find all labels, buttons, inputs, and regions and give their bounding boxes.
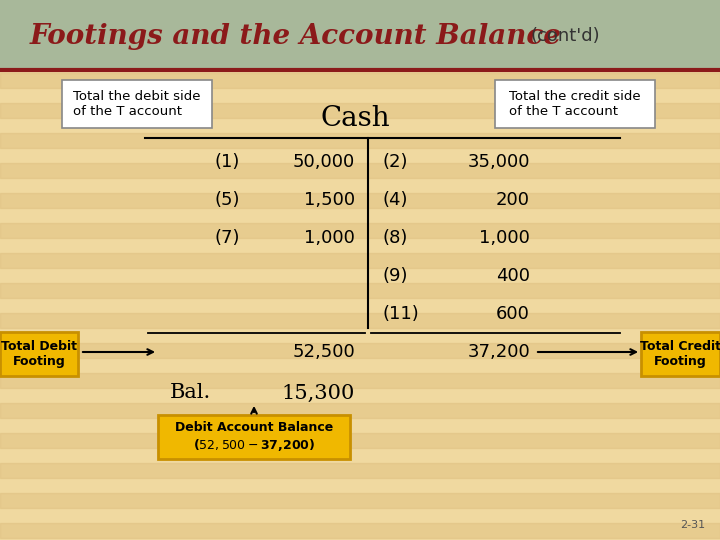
Text: 1,000: 1,000 — [304, 229, 355, 247]
Text: (11): (11) — [383, 305, 420, 323]
Text: (cont'd): (cont'd) — [530, 27, 600, 45]
Text: Debit Account Balance
($52,500 - $37,200): Debit Account Balance ($52,500 - $37,200… — [175, 421, 333, 453]
Text: (7): (7) — [215, 229, 240, 247]
Text: Total Credit
Footing: Total Credit Footing — [640, 340, 720, 368]
Text: (2): (2) — [383, 153, 408, 171]
Text: Total Debit
Footing: Total Debit Footing — [1, 340, 77, 368]
Text: 50,000: 50,000 — [293, 153, 355, 171]
Text: 600: 600 — [496, 305, 530, 323]
Text: Bal.: Bal. — [170, 383, 211, 402]
Text: 37,200: 37,200 — [467, 343, 530, 361]
Text: (5): (5) — [215, 191, 240, 209]
Text: (9): (9) — [383, 267, 408, 285]
Text: 2-31: 2-31 — [680, 520, 705, 530]
Text: 15,300: 15,300 — [282, 383, 355, 402]
FancyBboxPatch shape — [495, 80, 655, 128]
Text: 1,500: 1,500 — [304, 191, 355, 209]
FancyBboxPatch shape — [158, 415, 350, 459]
Text: Total the debit side
of the T account: Total the debit side of the T account — [73, 90, 201, 118]
FancyBboxPatch shape — [62, 80, 212, 128]
Text: 35,000: 35,000 — [467, 153, 530, 171]
Text: 1,000: 1,000 — [479, 229, 530, 247]
Text: 52,500: 52,500 — [292, 343, 355, 361]
FancyBboxPatch shape — [641, 332, 720, 376]
FancyBboxPatch shape — [0, 332, 78, 376]
Text: (8): (8) — [383, 229, 408, 247]
Text: (1): (1) — [215, 153, 240, 171]
Text: Footings and the Account Balance: Footings and the Account Balance — [30, 23, 562, 50]
Text: (4): (4) — [383, 191, 408, 209]
Text: Total the credit side
of the T account: Total the credit side of the T account — [509, 90, 641, 118]
Text: 400: 400 — [496, 267, 530, 285]
Text: Cash: Cash — [320, 105, 390, 132]
Text: 200: 200 — [496, 191, 530, 209]
